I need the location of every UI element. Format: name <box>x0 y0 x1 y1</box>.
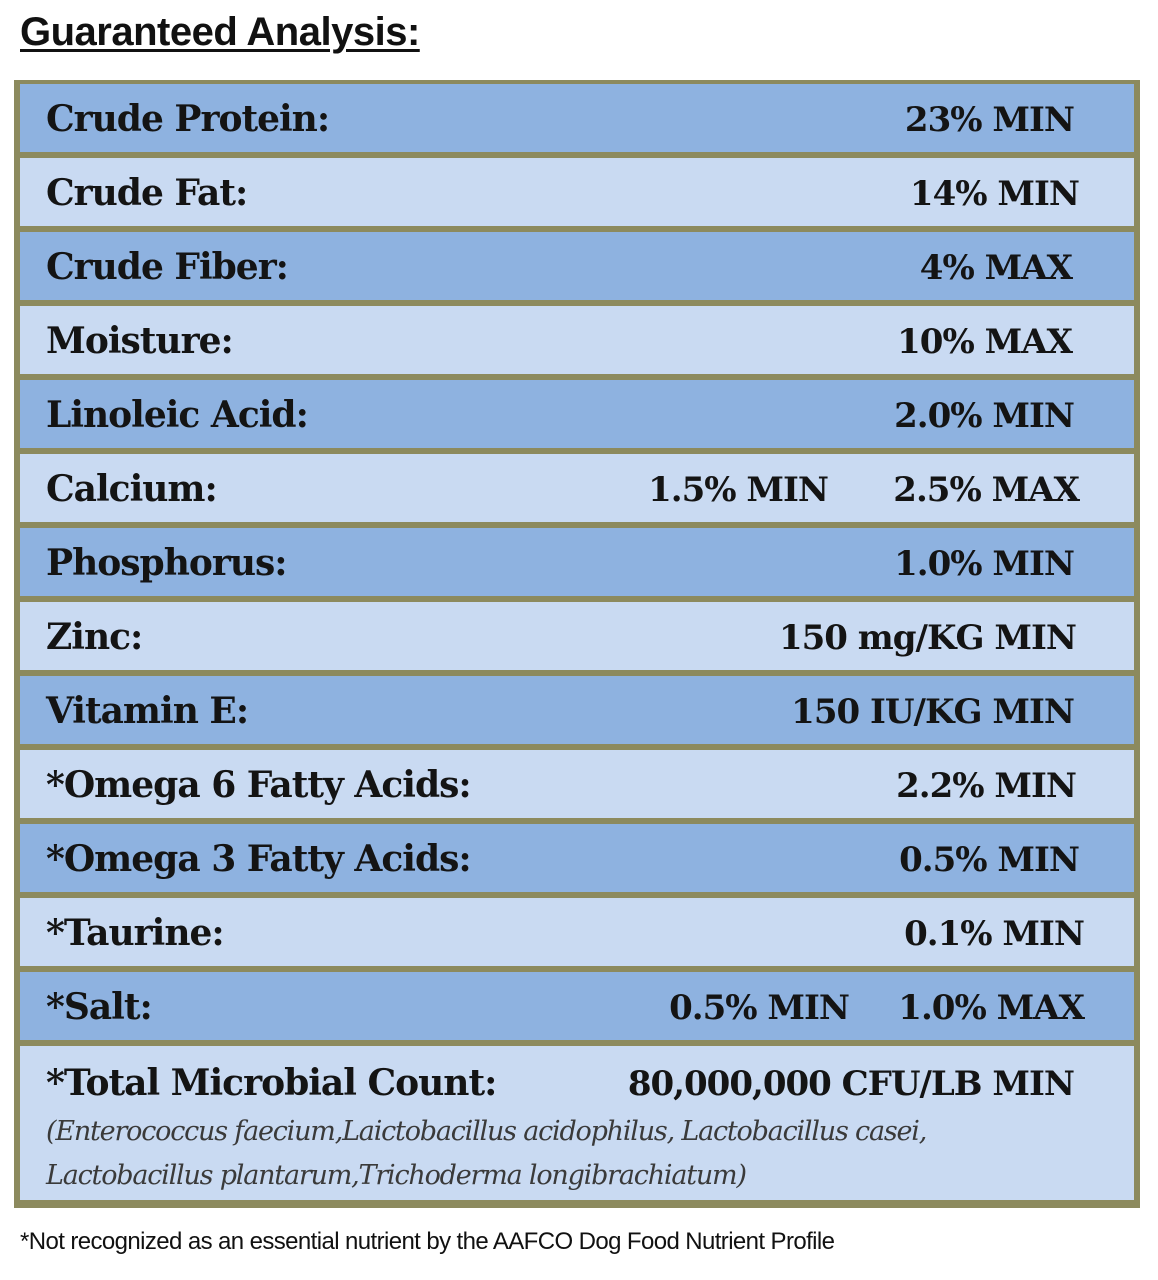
aafco-footnote: *Not recognized as an essential nutrient… <box>20 1228 835 1255</box>
guaranteed-analysis-table: Crude Protein: 23% MIN Crude Fat: 14% MI… <box>14 80 1140 1208</box>
row-label: *Salt: <box>46 986 153 1028</box>
row-label: Vitamin E: <box>46 690 249 732</box>
row-omega-3: *Omega 3 Fatty Acids: 0.5% MIN <box>20 824 1134 892</box>
row-crude-fiber: Crude Fiber: 4% MAX <box>20 232 1134 300</box>
row-calcium: Calcium: 1.5% MIN 2.5% MAX <box>20 454 1134 522</box>
row-value-min: 0.5% MIN <box>669 988 850 1028</box>
row-label: Linoleic Acid: <box>46 394 309 436</box>
row-label: Phosphorus: <box>46 542 288 584</box>
row-salt: *Salt: 0.5% MIN 1.0% MAX <box>20 972 1134 1040</box>
row-value: 2.0% MIN <box>894 396 1075 436</box>
row-value: 150 mg/KG MIN <box>778 618 1077 658</box>
row-value-max: 1.0% MAX <box>898 988 1085 1028</box>
row-omega-6: *Omega 6 Fatty Acids: 2.2% MIN <box>20 750 1134 818</box>
row-value: 0.1% MIN <box>904 914 1085 954</box>
row-value: 10% MAX <box>897 322 1073 362</box>
row-value: 150 IU/KG MIN <box>791 692 1075 732</box>
row-label: *Total Microbial Count: <box>46 1062 497 1104</box>
row-label: Crude Protein: <box>46 98 330 140</box>
row-label: Moisture: <box>46 320 234 362</box>
row-linoleic-acid: Linoleic Acid: 2.0% MIN <box>20 380 1134 448</box>
row-moisture: Moisture: 10% MAX <box>20 306 1134 374</box>
row-value: 1.0% MIN <box>894 544 1075 584</box>
row-value: 80,000,000 CFU/LB MIN <box>627 1064 1075 1104</box>
row-taurine: *Taurine: 0.1% MIN <box>20 898 1134 966</box>
row-value: 0.5% MIN <box>899 840 1080 880</box>
row-label: Calcium: <box>46 468 218 510</box>
row-label: *Omega 3 Fatty Acids: <box>46 838 472 880</box>
row-value: 23% MIN <box>904 100 1075 140</box>
row-total-microbial-count: *Total Microbial Count: 80,000,000 CFU/L… <box>20 1046 1134 1200</box>
row-label: *Omega 6 Fatty Acids: <box>46 764 472 806</box>
row-zinc: Zinc: 150 mg/KG MIN <box>20 602 1134 670</box>
row-value: 2.2% MIN <box>896 766 1077 806</box>
row-value-min: 1.5% MIN <box>648 470 829 510</box>
row-label: Zinc: <box>46 616 143 658</box>
microbial-species-line-1: (Enterococcus faecium,Laictobacillus aci… <box>46 1116 927 1147</box>
page-title: Guaranteed Analysis: <box>20 10 420 54</box>
row-label: Crude Fiber: <box>46 246 289 288</box>
row-vitamin-e: Vitamin E: 150 IU/KG MIN <box>20 676 1134 744</box>
row-label: Crude Fat: <box>46 172 248 214</box>
row-value: 14% MIN <box>909 174 1080 214</box>
row-value-max: 2.5% MAX <box>893 470 1080 510</box>
row-crude-protein: Crude Protein: 23% MIN <box>20 84 1134 152</box>
row-value: 4% MAX <box>919 248 1073 288</box>
row-crude-fat: Crude Fat: 14% MIN <box>20 158 1134 226</box>
row-phosphorus: Phosphorus: 1.0% MIN <box>20 528 1134 596</box>
row-label: *Taurine: <box>46 912 225 954</box>
microbial-species-line-2: Lactobacillus plantarum,Trichoderma long… <box>46 1160 747 1191</box>
